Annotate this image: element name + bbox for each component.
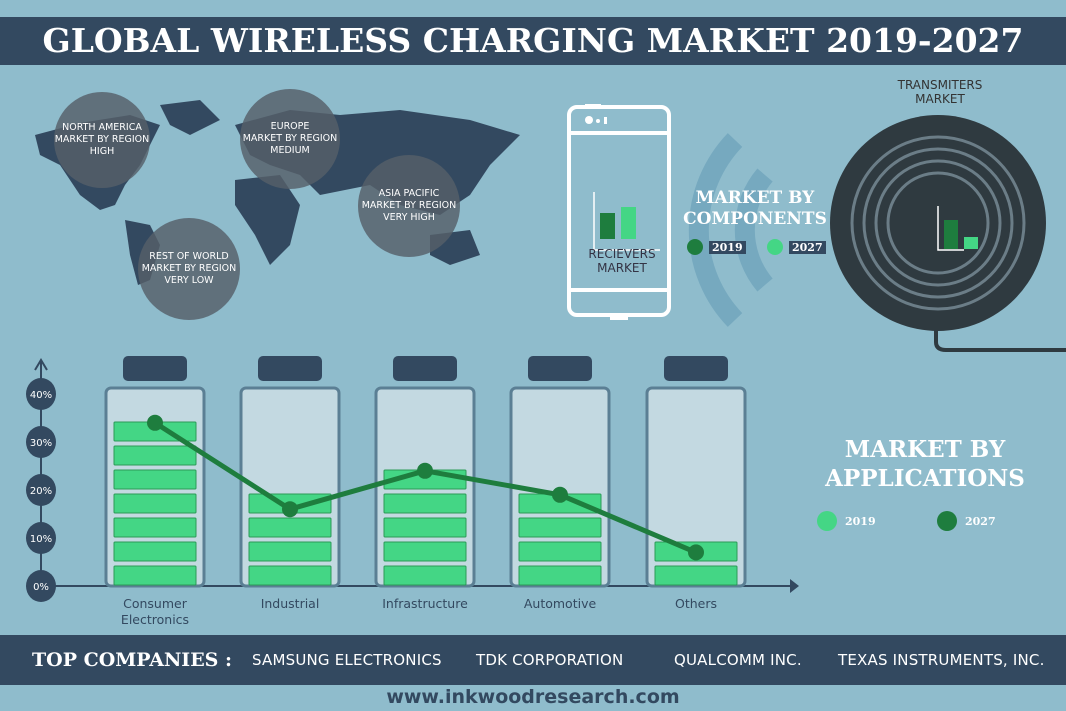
line-point-2027 xyxy=(688,544,704,561)
footer-bar: TOP COMPANIES : SAMSUNG ELECTRONICS TDK … xyxy=(0,635,1066,685)
battery-cap xyxy=(258,356,322,381)
legend-dot xyxy=(767,239,783,255)
line-point-2027 xyxy=(417,462,433,479)
y-tick-badge xyxy=(26,474,56,506)
bar-segment-2019 xyxy=(383,493,467,514)
receivers-label-line1: RECIEVERS xyxy=(588,247,656,261)
legend-dot xyxy=(937,511,957,531)
components-title: MARKET BY COMPONENTS xyxy=(680,188,830,230)
phone-icon xyxy=(567,104,671,320)
y-tick-label: 30% xyxy=(30,438,52,449)
battery-cap xyxy=(393,356,457,381)
applications-title-line1: MARKET BY xyxy=(844,436,1006,463)
region-sub: MARKET BY REGION xyxy=(141,263,237,275)
bar-segment-2019 xyxy=(113,517,197,538)
region-europe: EUROPE MARKET BY REGION MEDIUM xyxy=(240,89,340,189)
y-tick-label: 0% xyxy=(33,582,49,593)
charging-pad-icon xyxy=(830,115,1066,352)
transmitters-label: TRANSMITERS MARKET xyxy=(880,78,1000,107)
region-level: VERY HIGH xyxy=(383,211,435,223)
bar-segment-2019 xyxy=(113,565,197,586)
x-axis-arrow xyxy=(790,579,799,593)
legend-dot xyxy=(687,239,703,255)
legend-label: 2019 xyxy=(709,240,746,254)
legend-label: 2027 xyxy=(965,514,996,528)
region-sub: MARKET BY REGION xyxy=(361,200,457,212)
battery-cap xyxy=(123,356,187,381)
battery-body xyxy=(645,386,747,588)
receivers-label-line2: MARKET xyxy=(597,261,647,276)
line-point-2027 xyxy=(552,486,568,503)
region-asia-pacific: ASIA PACIFIC MARKET BY REGION VERY HIGH xyxy=(358,155,460,257)
bar-segment-2019 xyxy=(113,493,197,514)
region-name: NORTH AMERICA xyxy=(62,122,142,134)
components-legend-2019: 2019 xyxy=(687,239,746,255)
region-level: HIGH xyxy=(89,145,115,157)
y-tick-badge xyxy=(26,378,56,410)
legend-label: 2027 xyxy=(789,240,826,254)
region-level: VERY LOW xyxy=(164,274,214,286)
bar-segment-2019 xyxy=(518,517,602,538)
bar-segment-2019 xyxy=(248,517,332,538)
line-point-2027 xyxy=(282,501,298,518)
region-name: ASIA PACIFIC xyxy=(378,188,440,200)
x-tick-label: Others xyxy=(675,596,717,611)
y-tick-badge xyxy=(26,570,56,602)
bar-segment-2019 xyxy=(113,469,197,490)
bar-segment-2019 xyxy=(113,541,197,562)
x-tick-label: Automotive xyxy=(524,596,597,611)
region-north-america: NORTH AMERICA MARKET BY REGION HIGH xyxy=(54,92,150,188)
components-title-line2: COMPONENTS xyxy=(683,209,827,229)
region-name: EUROPE xyxy=(270,121,310,133)
bar-segment-2019 xyxy=(248,565,332,586)
bar-segment-2019 xyxy=(518,565,602,586)
y-tick-badge xyxy=(26,522,56,554)
x-tick-label: Infrastructure xyxy=(382,596,468,611)
company-name: TDK CORPORATION xyxy=(476,651,624,669)
x-tick-label: Electronics xyxy=(121,612,189,627)
bar-segment-2019 xyxy=(654,565,738,586)
applications-title: MARKET BY APPLICATIONS xyxy=(810,435,1040,493)
battery-cap xyxy=(664,356,728,381)
region-name: REST OF WORLD xyxy=(149,251,229,263)
company-name: TEXAS INSTRUMENTS, INC. xyxy=(838,651,1045,669)
y-tick-label: 40% xyxy=(30,390,52,401)
components-legend-2027: 2027 xyxy=(767,239,826,255)
components-title-line1: MARKET BY xyxy=(695,188,815,208)
company-name: QUALCOMM INC. xyxy=(674,651,802,669)
transmitters-label-line1: TRANSMITERS xyxy=(897,78,983,92)
applications-legend-2027: 2027 xyxy=(937,511,996,531)
legend-dot xyxy=(817,511,837,531)
region-level: MEDIUM xyxy=(270,144,310,156)
region-sub: MARKET BY REGION xyxy=(54,134,150,146)
bar-segment-2019 xyxy=(518,541,602,562)
x-tick-label: Industrial xyxy=(261,596,320,611)
components-graphic xyxy=(567,104,1066,352)
battery-cap xyxy=(528,356,592,381)
bar-segment-2019 xyxy=(383,517,467,538)
line-point-2027 xyxy=(147,414,163,431)
page-title: GLOBAL WIRELESS CHARGING MARKET 2019-202… xyxy=(0,17,1066,65)
y-tick-label: 10% xyxy=(30,534,52,545)
bar-segment-2019 xyxy=(248,541,332,562)
x-tick-label: Consumer xyxy=(123,596,188,611)
applications-title-line2: APPLICATIONS xyxy=(825,465,1025,492)
receivers-label: RECIEVERS MARKET xyxy=(578,247,666,276)
company-name: SAMSUNG ELECTRONICS xyxy=(252,651,442,669)
bar-segment-2019 xyxy=(113,445,197,466)
top-companies-label: TOP COMPANIES : xyxy=(32,649,233,671)
website-url[interactable]: www.inkwoodresearch.com xyxy=(386,686,680,708)
region-rest-of-world: REST OF WORLD MARKET BY REGION VERY LOW xyxy=(138,218,240,320)
y-tick-label: 20% xyxy=(30,486,52,497)
bar-segment-2019 xyxy=(383,565,467,586)
bar-segment-2019 xyxy=(383,541,467,562)
region-sub: MARKET BY REGION xyxy=(242,133,338,145)
y-axis-arrow xyxy=(34,358,48,371)
applications-legend-2019: 2019 xyxy=(817,511,876,531)
y-tick-badge xyxy=(26,426,56,458)
legend-label: 2019 xyxy=(845,514,876,528)
transmitters-label-line2: MARKET xyxy=(915,92,965,107)
